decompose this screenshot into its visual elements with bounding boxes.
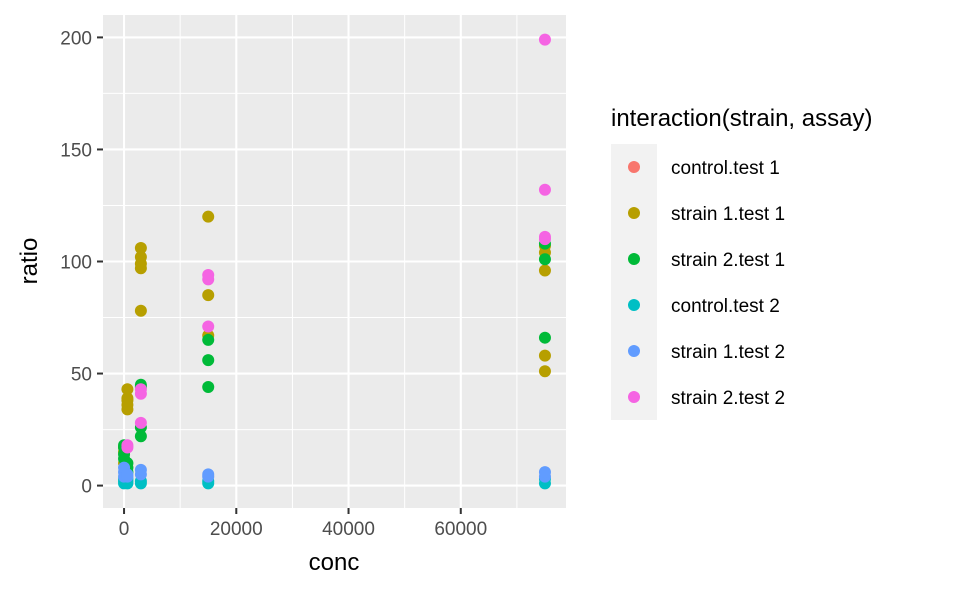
legend-label: strain 1.test 1: [671, 204, 785, 225]
legend-title: interaction(strain, assay): [611, 105, 872, 132]
data-point: [202, 380, 215, 393]
data-points: [118, 33, 551, 490]
major-grid: [103, 15, 566, 508]
data-point: [202, 468, 215, 481]
y-tick-label: 200: [60, 28, 92, 49]
x-tick-label: 20000: [210, 519, 263, 540]
y-tick-label: 0: [81, 477, 92, 498]
data-point: [538, 365, 551, 378]
data-point: [134, 430, 147, 443]
data-point: [134, 304, 147, 317]
legend-key: [628, 391, 640, 403]
data-point: [134, 242, 147, 255]
x-tick-label: 40000: [322, 519, 375, 540]
data-point: [202, 210, 215, 223]
data-point: [134, 383, 147, 396]
data-point: [538, 349, 551, 362]
x-tick-label: 0: [119, 519, 130, 540]
data-point: [121, 383, 134, 396]
y-tick-label: 50: [71, 365, 92, 386]
legend-key: [628, 299, 640, 311]
data-point: [538, 33, 551, 46]
legend-key: [628, 161, 640, 173]
data-point: [202, 320, 215, 333]
data-point: [202, 268, 215, 281]
legend-key: [628, 253, 640, 265]
data-point: [134, 416, 147, 429]
data-point: [538, 253, 551, 266]
y-tick-label: 150: [60, 140, 92, 161]
data-point: [538, 264, 551, 277]
data-point: [121, 392, 134, 405]
data-point: [202, 333, 215, 346]
legend-label: strain 2.test 2: [671, 388, 785, 409]
data-point: [134, 251, 147, 264]
data-point: [121, 468, 134, 481]
data-point: [538, 466, 551, 479]
legend-label: control.test 1: [671, 158, 780, 179]
y-tick-label: 100: [60, 253, 92, 274]
data-point: [121, 439, 134, 452]
x-axis-ticks: 0 20000 40000 60000: [119, 508, 487, 540]
y-axis-ticks: 0 50 100 150 200: [60, 28, 103, 498]
legend-label: strain 2.test 1: [671, 250, 785, 271]
legend-label: strain 1.test 2: [671, 342, 785, 363]
data-point: [538, 331, 551, 344]
x-tick-label: 60000: [434, 519, 487, 540]
legend-key-background: [611, 144, 657, 420]
y-axis-title: ratio: [16, 238, 43, 285]
x-axis-title: conc: [309, 549, 360, 576]
data-point: [538, 230, 551, 243]
legend-key: [628, 207, 640, 219]
legend: control.test 1 strain 1.test 1 strain 2.te…: [628, 158, 785, 409]
legend-label: control.test 2: [671, 296, 780, 317]
data-point: [134, 463, 147, 476]
legend-key: [628, 345, 640, 357]
data-point: [202, 289, 215, 302]
data-point: [202, 354, 215, 367]
data-point: [538, 183, 551, 196]
